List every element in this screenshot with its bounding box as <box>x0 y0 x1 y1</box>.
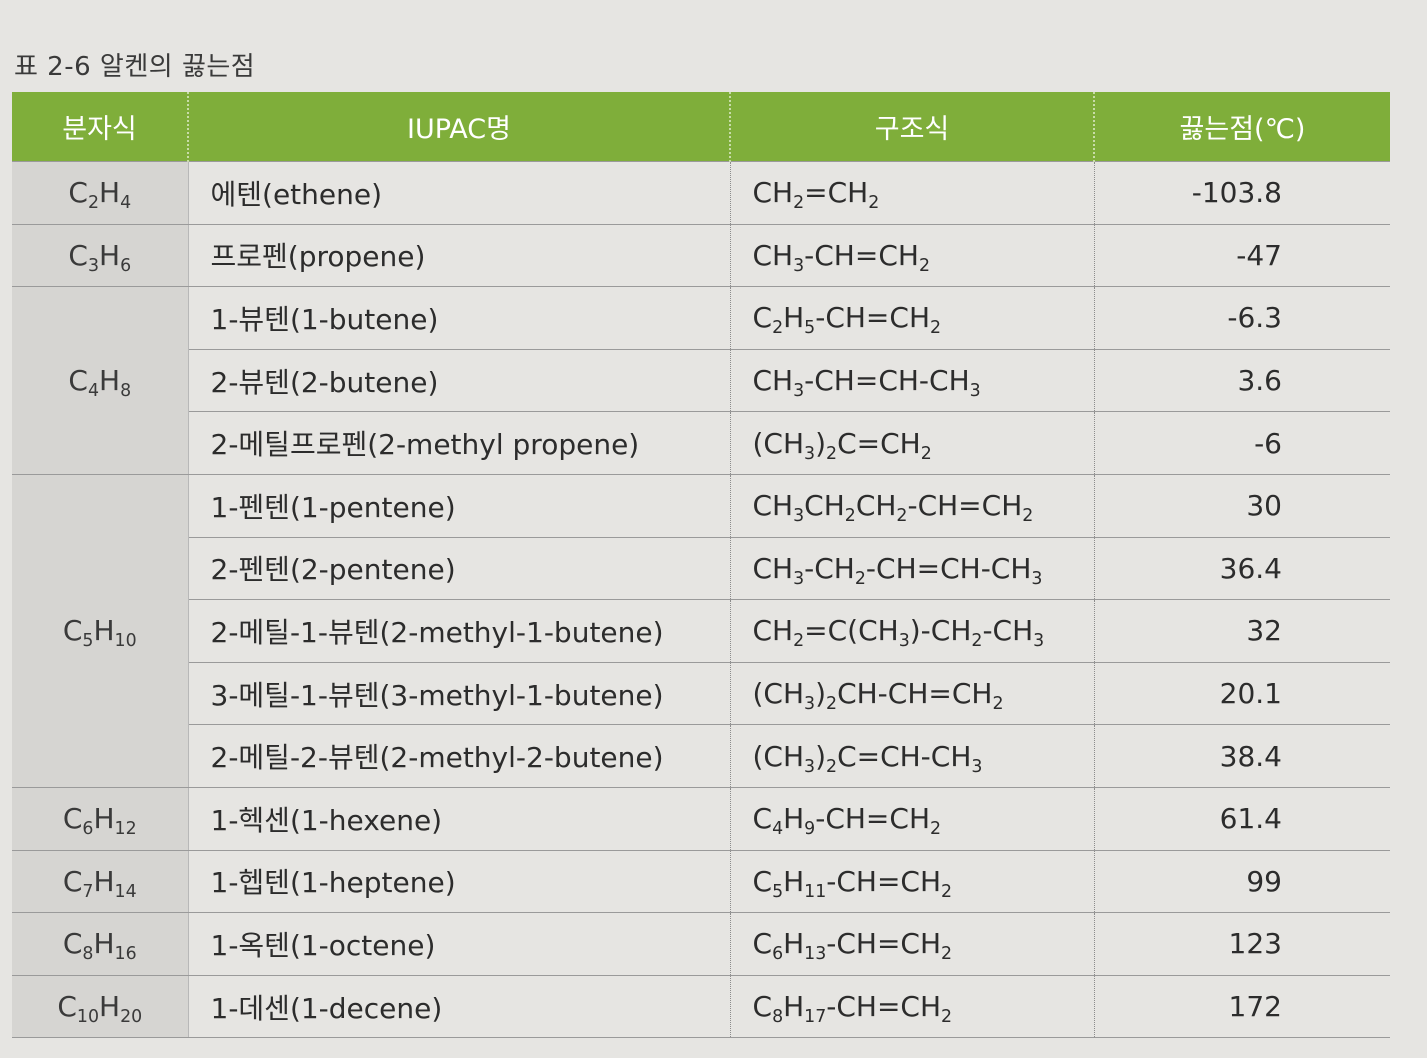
structural-formula-cell: CH3-CH=CH-CH3 <box>729 348 1094 413</box>
table-row: 3-메틸-1-뷰텐(3-methyl-1-butene) (CH3)2CH-CH=… <box>12 661 1390 726</box>
structural-formula-cell: C8H17-CH=CH2 <box>729 974 1094 1039</box>
table-row: C6H12 1-헥센(1-hexene) C4H9-CH=CH2 61.4 <box>12 786 1390 851</box>
structural-formula-cell: C5H11-CH=CH2 <box>729 849 1094 914</box>
iupac-name-cell: 1-헥센(1-hexene) <box>187 786 730 851</box>
boiling-point-cell: -6 <box>1093 411 1390 475</box>
molecular-formula-cell: C5H10 <box>12 473 189 788</box>
iupac-name-cell: 2-메틸-1-뷰텐(2-methyl-1-butene) <box>187 599 730 663</box>
boiling-point-cell: -103.8 <box>1093 161 1390 225</box>
iupac-name-cell: 3-메틸-1-뷰텐(3-methyl-1-butene) <box>187 661 730 726</box>
table-row: 2-뷰텐(2-butene) CH3-CH=CH-CH3 3.6 <box>12 348 1390 413</box>
table-row: 2-메틸-2-뷰텐(2-methyl-2-butene) (CH3)2C=CH-C… <box>12 724 1390 788</box>
iupac-name-cell: 2-메틸프로펜(2-methyl propene) <box>187 411 730 475</box>
table-caption: 표 2-6 알켄의 끓는점 <box>14 52 256 82</box>
structural-formula-cell: C6H13-CH=CH2 <box>729 912 1094 976</box>
iupac-name-cell: 2-메틸-2-뷰텐(2-methyl-2-butene) <box>187 724 730 788</box>
structural-formula-cell: (CH3)2C=CH-CH3 <box>729 724 1094 788</box>
iupac-name-cell: 2-펜텐(2-pentene) <box>187 536 730 601</box>
header-structural-formula: 구조식 <box>729 92 1094 162</box>
molecular-formula-cell: C4H8 <box>12 286 189 475</box>
boiling-point-cell: 38.4 <box>1093 724 1390 788</box>
table-row: C4H8 1-뷰텐(1-butene) C2H5-CH=CH2 -6.3 <box>12 286 1390 475</box>
table-row: C10H20 1-데센(1-decene) C8H17-CH=CH2 172 <box>12 974 1390 1039</box>
table-row: C2H4 에텐(ethene) CH2=CH2 -103.8 <box>12 161 1390 225</box>
structural-formula-cell: C4H9-CH=CH2 <box>729 786 1094 851</box>
structural-formula-cell: CH2=C(CH3)-CH2-CH3 <box>729 599 1094 663</box>
table-body: C2H4 에텐(ethene) CH2=CH2 -103.8 C3H6 프로펜(prope… <box>12 161 1390 1039</box>
iupac-name-cell: 에텐(ethene) <box>187 161 730 225</box>
molecular-formula-cell: C3H6 <box>12 223 189 288</box>
structural-formula-cell: (CH3)2C=CH2 <box>729 411 1094 475</box>
boiling-point-cell: 172 <box>1093 974 1390 1039</box>
boiling-point-cell: 32 <box>1093 599 1390 663</box>
boiling-point-cell: 123 <box>1093 912 1390 976</box>
structural-formula-cell: C2H5-CH=CH2 <box>729 286 1094 350</box>
structural-formula-cell: CH3-CH2-CH=CH-CH3 <box>729 536 1094 601</box>
molecular-formula-cell: C6H12 <box>12 786 189 851</box>
molecular-formula-cell: C2H4 <box>12 161 189 225</box>
table-row: 2-메틸-1-뷰텐(2-methyl-1-butene) CH2=C(CH3)-C… <box>12 599 1390 663</box>
iupac-name-cell: 2-뷰텐(2-butene) <box>187 348 730 413</box>
iupac-name-cell: 1-헵텐(1-heptene) <box>187 849 730 914</box>
header-molecular-formula: 분자식 <box>12 92 188 162</box>
structural-formula-cell: CH2=CH2 <box>729 161 1094 225</box>
boiling-point-cell: 20.1 <box>1093 661 1390 726</box>
table-row: 2-메틸프로펜(2-methyl propene) (CH3)2C=CH2 -6 <box>12 411 1390 475</box>
iupac-name-cell: 프로펜(propene) <box>187 223 730 288</box>
table-row: C8H16 1-옥텐(1-octene) C6H13-CH=CH2 123 <box>12 912 1390 976</box>
iupac-name-cell: 1-데센(1-decene) <box>187 974 730 1039</box>
boiling-point-cell: -47 <box>1093 223 1390 288</box>
molecular-formula-cell: C7H14 <box>12 849 189 914</box>
structural-formula-cell: CH3CH2CH2-CH=CH2 <box>729 473 1094 538</box>
structural-formula-cell: (CH3)2CH-CH=CH2 <box>729 661 1094 726</box>
molecular-formula-cell: C8H16 <box>12 912 189 976</box>
header-row: 분자식 IUPAC명 구조식 끓는점(℃) <box>12 92 1390 162</box>
header-iupac-name: IUPAC명 <box>187 92 730 162</box>
boiling-point-cell: 30 <box>1093 473 1390 538</box>
boiling-point-cell: -6.3 <box>1093 286 1390 350</box>
table-row: C5H10 1-펜텐(1-pentene) CH3CH2CH2-CH=CH2 30 <box>12 473 1390 788</box>
table-row: 2-펜텐(2-pentene) CH3-CH2-CH=CH-CH3 36.4 <box>12 536 1390 601</box>
iupac-name-cell: 1-펜텐(1-pentene) <box>187 473 730 538</box>
header-boiling-point: 끓는점(℃) <box>1093 92 1390 162</box>
boiling-point-cell: 36.4 <box>1093 536 1390 601</box>
boiling-point-cell: 99 <box>1093 849 1390 914</box>
table-row: C3H6 프로펜(propene) CH3-CH=CH2 -47 <box>12 223 1390 288</box>
molecular-formula-cell: C10H20 <box>12 974 189 1039</box>
iupac-name-cell: 1-뷰텐(1-butene) <box>187 286 730 350</box>
boiling-point-cell: 61.4 <box>1093 786 1390 851</box>
structural-formula-cell: CH3-CH=CH2 <box>729 223 1094 288</box>
table-row: C7H14 1-헵텐(1-heptene) C5H11-CH=CH2 99 <box>12 849 1390 914</box>
alkene-boiling-point-table: 분자식 IUPAC명 구조식 끓는점(℃) C2H4 에텐(ethene) CH2=… <box>12 92 1390 1039</box>
iupac-name-cell: 1-옥텐(1-octene) <box>187 912 730 976</box>
boiling-point-cell: 3.6 <box>1093 348 1390 413</box>
